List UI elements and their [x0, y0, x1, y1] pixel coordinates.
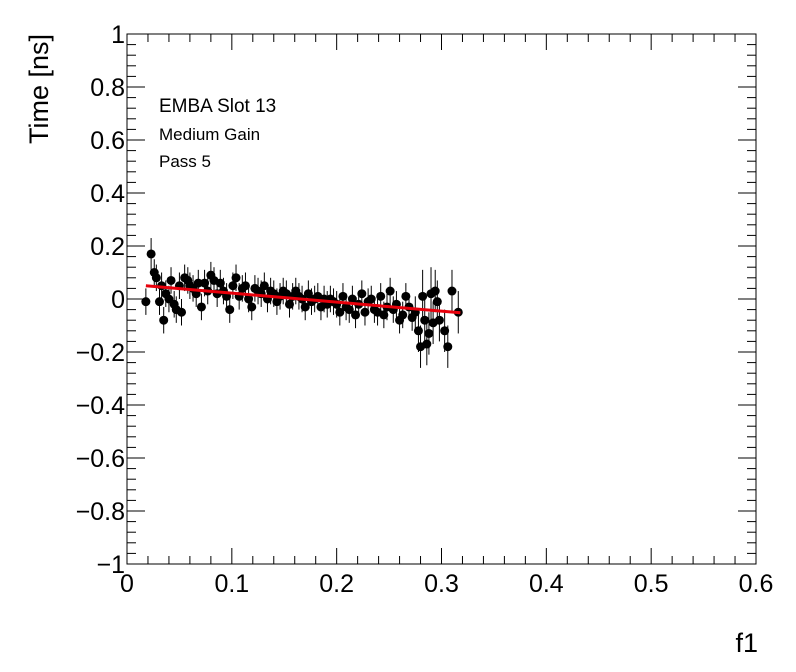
data-point	[247, 302, 257, 312]
data-point	[200, 278, 210, 288]
data-point	[357, 289, 367, 299]
data-point	[146, 249, 156, 259]
y-tick-label: 0.6	[90, 127, 125, 155]
data-point	[228, 281, 238, 291]
y-tick-label: −1	[96, 551, 125, 579]
data-point	[430, 286, 440, 296]
data-point	[447, 286, 457, 296]
data-point	[259, 281, 269, 291]
data-point	[422, 339, 432, 349]
data-point	[338, 291, 348, 301]
data-point	[303, 289, 313, 299]
data-point	[141, 297, 151, 307]
annotation-slot: EMBA Slot 13	[159, 96, 276, 117]
data-point	[413, 326, 423, 336]
y-tick-label: −0.8	[76, 498, 125, 526]
data-point	[360, 307, 370, 317]
data-point	[196, 302, 206, 312]
x-tick-label: 0.1	[214, 570, 249, 598]
data-point	[420, 315, 430, 325]
data-point	[159, 315, 169, 325]
x-tick-label: 0.5	[634, 570, 669, 598]
data-point	[366, 294, 376, 304]
annotation-pass: Pass 5	[159, 152, 211, 171]
data-point	[244, 294, 254, 304]
x-axis-title: f1	[735, 628, 758, 658]
data-point	[443, 342, 453, 352]
x-tick-label: 0.3	[424, 570, 459, 598]
data-point	[284, 299, 294, 309]
data-point	[434, 315, 444, 325]
data-point	[225, 305, 235, 315]
y-tick-label: 0.2	[90, 233, 125, 261]
data-point	[151, 273, 161, 283]
x-tick-label: 0	[120, 570, 134, 598]
y-tick-label: −0.2	[76, 339, 125, 367]
data-point	[300, 302, 310, 312]
data-point	[166, 275, 176, 285]
annotation-gain: Medium Gain	[159, 125, 260, 144]
data-point	[347, 294, 357, 304]
data-point	[351, 310, 361, 320]
y-tick-label: 0.4	[90, 180, 125, 208]
y-tick-label: 1	[111, 21, 125, 49]
data-point	[398, 310, 408, 320]
x-tick-label: 0.4	[529, 570, 564, 598]
y-tick-label: −0.6	[76, 445, 125, 473]
data-point	[385, 286, 395, 296]
data-point	[177, 307, 187, 317]
x-tick-label: 0.2	[319, 570, 354, 598]
y-tick-label: 0	[111, 286, 125, 314]
x-tick-label: 0.6	[739, 570, 774, 598]
data-point	[424, 328, 434, 338]
data-point	[240, 281, 250, 291]
data-point	[376, 291, 386, 301]
data-point	[154, 297, 164, 307]
data-point	[231, 273, 241, 283]
data-point	[335, 307, 345, 317]
data-point	[418, 291, 428, 301]
tick-labels: 0 0.1 0.2 0.3 0.4 0.5 0.6 −1 −0.8 −0.6 −0.4 −0.2 0 0.…	[76, 21, 774, 598]
data-point	[379, 310, 389, 320]
data-point	[215, 278, 225, 288]
data-point	[440, 326, 450, 336]
data-point	[344, 305, 354, 315]
data-point	[401, 291, 411, 301]
y-tick-label: 0.8	[90, 74, 125, 102]
y-tick-label: −0.4	[76, 392, 125, 420]
data-point	[432, 297, 442, 307]
y-axis-title: Time [ns]	[24, 34, 54, 144]
fit-line	[145, 284, 461, 315]
data-point	[193, 278, 203, 288]
axis-ticks	[126, 33, 757, 565]
